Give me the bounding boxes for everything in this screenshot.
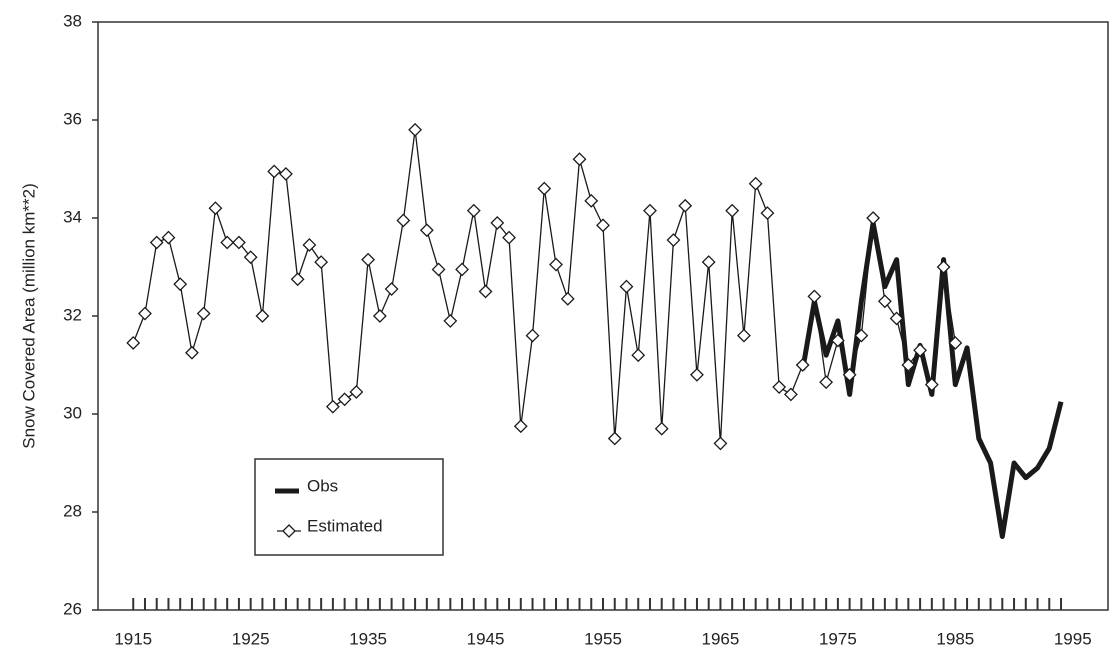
point-marker — [278, 166, 293, 181]
point-marker — [537, 181, 552, 196]
point-marker — [138, 306, 152, 321]
point-marker — [877, 294, 892, 309]
point-marker — [126, 336, 141, 350]
point-marker — [690, 367, 704, 382]
x-tick-label: 1925 — [232, 629, 270, 648]
point-marker — [208, 201, 223, 216]
y-tick-label: 28 — [63, 501, 82, 520]
point-marker — [325, 399, 340, 414]
point-marker — [830, 333, 845, 348]
point-marker — [795, 358, 810, 372]
point-marker — [431, 262, 446, 277]
point-marker — [513, 419, 528, 434]
point-marker — [337, 392, 352, 407]
point-marker — [924, 377, 939, 392]
point-marker — [666, 233, 681, 247]
x-tick-label: 1955 — [584, 629, 622, 648]
point-marker — [455, 262, 469, 277]
legend-label: Estimated — [307, 516, 383, 535]
point-marker — [196, 306, 211, 321]
x-tick-label: 1995 — [1054, 629, 1092, 648]
point-marker — [314, 255, 329, 270]
point-marker — [807, 289, 822, 304]
series-line — [800, 220, 1064, 539]
point-marker — [737, 328, 751, 343]
point-marker — [255, 309, 270, 323]
point-marker — [384, 282, 399, 296]
point-marker — [783, 387, 798, 402]
point-marker — [572, 152, 587, 167]
point-marker — [748, 176, 763, 191]
x-tick-label: 1975 — [819, 629, 857, 648]
y-tick-label: 26 — [63, 599, 82, 618]
point-marker — [760, 206, 775, 221]
point-marker — [232, 235, 246, 250]
point-marker — [889, 311, 904, 326]
point-marker — [619, 279, 634, 294]
point-marker — [678, 198, 693, 213]
point-marker — [936, 260, 951, 274]
y-tick-label: 30 — [63, 403, 82, 422]
point-marker — [913, 343, 928, 358]
x-tick-label: 1935 — [349, 629, 387, 648]
y-tick-label: 38 — [63, 11, 82, 30]
point-marker — [502, 230, 516, 245]
point-marker — [396, 213, 411, 228]
point-marker — [302, 238, 317, 252]
point-marker — [713, 436, 728, 451]
point-marker — [643, 203, 657, 218]
y-tick-label: 34 — [63, 207, 82, 226]
y-tick-label: 32 — [63, 305, 82, 324]
point-marker — [349, 385, 364, 399]
y-axis-label: Snow Covered Area (million km**2) — [19, 183, 38, 449]
point-marker — [596, 218, 610, 233]
point-marker — [525, 328, 540, 343]
point-marker — [901, 358, 916, 372]
point-marker — [161, 230, 176, 245]
point-marker — [701, 255, 716, 270]
legend-label: Obs — [307, 476, 338, 495]
x-tick-label: 1945 — [467, 629, 505, 648]
point-marker — [584, 193, 599, 208]
point-marker — [173, 277, 188, 292]
point-marker — [560, 291, 575, 306]
point-marker — [490, 215, 505, 230]
point-marker — [443, 313, 458, 328]
x-tick-label: 1965 — [702, 629, 740, 648]
point-marker — [361, 252, 376, 267]
legend-marker — [282, 524, 296, 538]
point-marker — [772, 380, 787, 394]
point-marker — [372, 309, 387, 323]
x-tick-label: 1985 — [936, 629, 974, 648]
point-marker — [854, 328, 869, 343]
y-tick-label: 36 — [63, 109, 82, 128]
point-marker — [819, 375, 834, 390]
point-marker — [408, 122, 423, 137]
legend-box — [254, 458, 444, 556]
point-marker — [243, 250, 258, 265]
point-marker — [466, 203, 481, 218]
point-marker — [842, 367, 857, 382]
point-marker — [725, 203, 740, 218]
point-marker — [478, 284, 493, 299]
point-marker — [419, 223, 434, 238]
point-marker — [290, 272, 305, 287]
point-marker — [607, 431, 622, 446]
point-marker — [549, 257, 563, 272]
point-marker — [267, 164, 282, 179]
point-marker — [185, 345, 199, 360]
point-marker — [631, 348, 646, 363]
point-marker — [654, 421, 669, 436]
point-marker — [220, 235, 235, 250]
point-marker — [866, 211, 881, 225]
x-tick-label: 1915 — [114, 629, 152, 648]
point-marker — [948, 336, 963, 350]
point-marker — [149, 235, 164, 250]
